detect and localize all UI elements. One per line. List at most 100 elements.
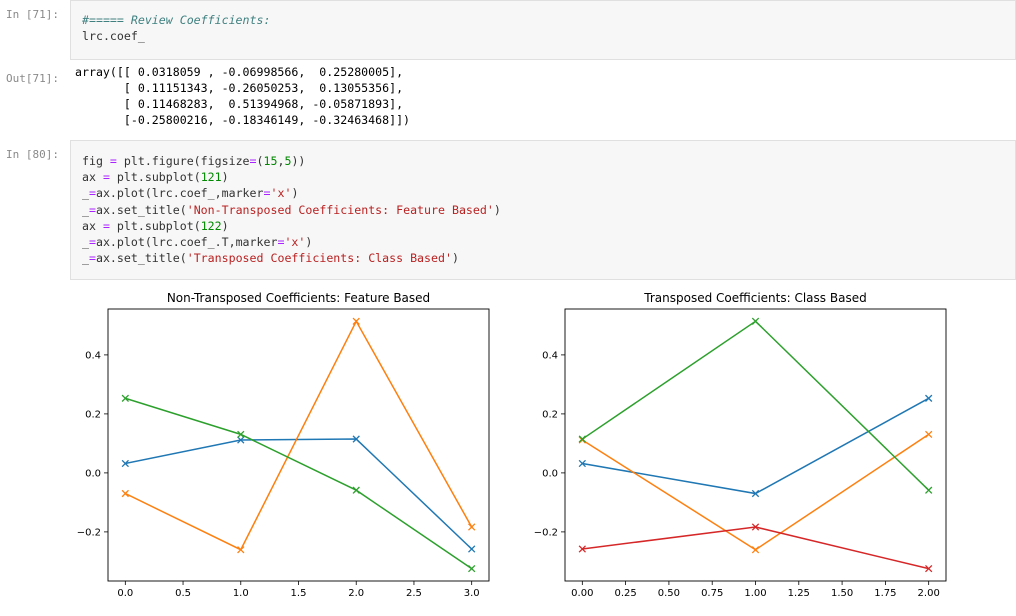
cell-output: array([[ 0.0318059 , -0.06998566, 0.2528… [75, 64, 410, 128]
code-token: = [102, 218, 110, 233]
code-token: _ [82, 235, 89, 250]
plot-axes: Non-Transposed Coefficients: Feature Bas… [77, 291, 490, 599]
code-cell-input[interactable] [70, 140, 1016, 280]
code-token: )) [291, 154, 306, 168]
data-point-marker [121, 394, 129, 402]
data-point-marker [925, 394, 933, 402]
plot-frame [564, 308, 947, 582]
code-token: ax [82, 218, 103, 233]
code-token: 122 [200, 218, 222, 233]
code-token: 'Transposed Coefficients: Class Based' [186, 251, 452, 266]
code-token: = [109, 154, 117, 168]
data-point-marker [578, 435, 586, 443]
code-token: ) [221, 170, 229, 185]
series-line [124, 319, 473, 551]
data-point-marker [237, 546, 245, 554]
code-token: plt.figure(figsize [116, 154, 250, 168]
data-point-marker [121, 489, 129, 498]
series-line [581, 320, 930, 491]
data-point-marker [751, 489, 760, 498]
x-tick-label: 0.25 [614, 588, 636, 599]
y-tick-label: 0.4 [85, 350, 101, 361]
figure-output: Non-Transposed Coefficients: Feature Bas… [77, 291, 947, 599]
code-token: = [88, 235, 96, 250]
plot-frame [107, 308, 490, 582]
x-tick-label: 2.0 [348, 588, 364, 599]
output-line: array([[ 0.0318059 , -0.06998566, 0.2528… [75, 65, 404, 79]
code-line: #===== Review Coefficients: [82, 12, 270, 28]
x-tick-label: 0.5 [175, 588, 191, 599]
output-prompt: Out[71]: [6, 72, 59, 85]
series-line [125, 397, 473, 570]
code-token: ax.plot(lrc.coef_.T,marker [95, 235, 278, 250]
x-tick-label: 1.25 [788, 588, 810, 599]
code-token: ax.set_title( [95, 202, 187, 217]
code-line: _=ax.set_title('Non-Transposed Coefficie… [82, 202, 501, 218]
x-tick-label: 0.0 [117, 588, 133, 599]
series-line [582, 397, 930, 495]
code-token: ax [82, 170, 103, 185]
data-point-marker [352, 486, 360, 494]
y-tick-label: 0.2 [542, 409, 558, 420]
x-tick-label: 1.0 [233, 588, 249, 599]
data-point-marker [121, 459, 129, 468]
code-token: plt.subplot( [109, 218, 201, 233]
data-point-marker [925, 430, 933, 439]
code-token: ) [451, 251, 459, 266]
data-point-marker [352, 435, 360, 443]
code-token: = [102, 170, 110, 185]
data-point-marker [578, 545, 586, 553]
code-editor[interactable]: fig = plt.figure(figsize=(15,5)) ax = plt… [82, 153, 501, 266]
data-point-marker [468, 545, 476, 553]
y-tick-label: 0.2 [85, 409, 101, 420]
plot-axes: Transposed Coefficients: Class Based0.00… [534, 291, 947, 599]
x-tick-label: 1.50 [831, 588, 853, 599]
y-tick-label: 0.0 [85, 468, 101, 479]
input-prompt: In [80]: [6, 148, 59, 161]
code-token: ax.plot(lrc.coef_,marker [95, 186, 264, 201]
code-editor[interactable]: #===== Review Coefficients: lrc.coef_ [82, 12, 270, 44]
code-token: 'x' [284, 235, 306, 250]
plot-title: Non-Transposed Coefficients: Feature Bas… [167, 291, 430, 305]
y-tick-label: −0.2 [77, 527, 101, 538]
x-tick-label: 3.0 [464, 588, 480, 599]
data-point-marker [468, 564, 476, 573]
code-line: lrc.coef_ [82, 28, 270, 44]
code-token: 5 [284, 154, 292, 168]
code-token: 'Non-Transposed Coefficients: Feature Ba… [186, 202, 494, 217]
data-point-marker [237, 436, 245, 444]
code-token: ax.set_title( [95, 251, 187, 266]
x-tick-label: 2.5 [406, 588, 422, 599]
data-point-marker [751, 546, 760, 554]
data-point-marker [237, 430, 245, 439]
code-token: ) [221, 218, 229, 233]
code-token: = [249, 154, 257, 168]
code-token: _ [82, 251, 89, 266]
code-token: ) [305, 235, 313, 250]
x-tick-label: 0.50 [658, 588, 680, 599]
data-point-marker [925, 486, 933, 494]
data-point-marker [751, 523, 760, 531]
x-tick-label: 0.75 [701, 588, 723, 599]
code-cell-input[interactable] [70, 0, 1016, 60]
output-line: [ 0.11468283, 0.51394968, -0.05871893], [75, 97, 404, 111]
code-token: ( [256, 154, 264, 168]
code-token: lrc.coef_ [82, 29, 145, 44]
x-tick-label: 2.00 [918, 588, 940, 599]
series-line [582, 526, 929, 570]
code-token: 121 [200, 170, 222, 185]
output-line: [ 0.11151343, -0.26050253, 0.13055356], [75, 81, 404, 95]
code-line: ax = plt.subplot(121) [82, 169, 501, 185]
code-token: ) [291, 186, 299, 201]
x-tick-label: 1.75 [874, 588, 896, 599]
code-token: 'x' [270, 186, 292, 201]
code-token: #===== Review Coefficients: [82, 13, 271, 27]
code-line: _=ax.set_title('Transposed Coefficients:… [82, 250, 501, 266]
code-token: = [88, 186, 96, 201]
code-line: _=ax.plot(lrc.coef_.T,marker='x') [82, 234, 501, 250]
y-tick-label: 0.4 [542, 350, 558, 361]
code-token: = [88, 251, 96, 266]
code-token: , [277, 154, 285, 168]
x-tick-label: 1.5 [291, 588, 307, 599]
series-line [581, 433, 930, 551]
